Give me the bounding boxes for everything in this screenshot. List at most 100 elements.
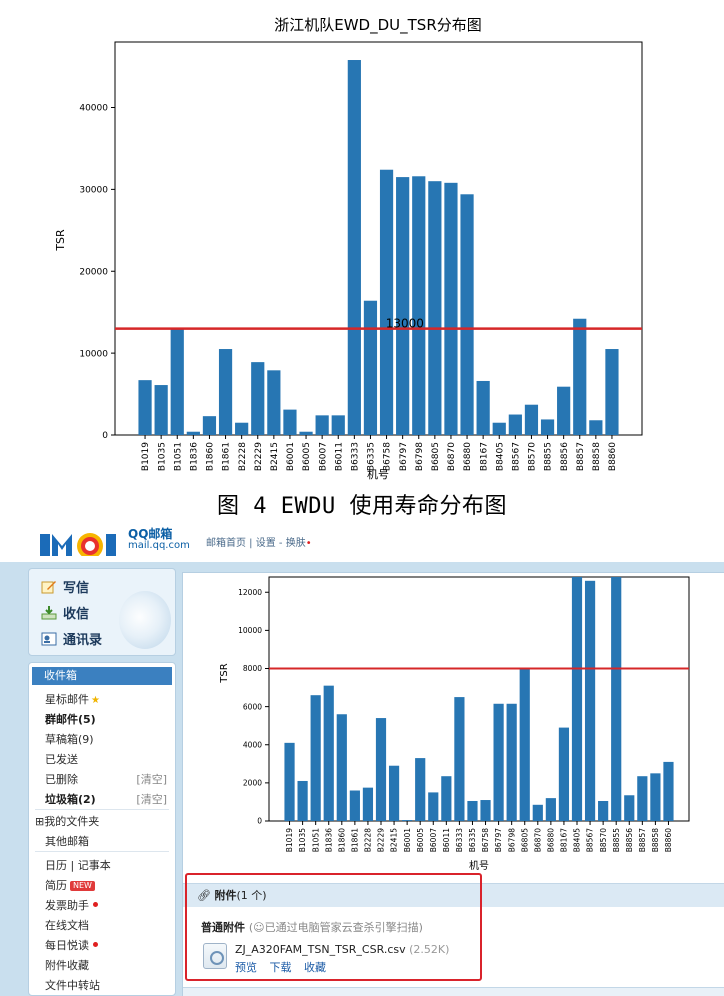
bar [170, 329, 184, 435]
sidebar-item-other-mailbox[interactable]: 其他邮箱 [45, 835, 89, 848]
bar [571, 577, 583, 821]
x-tick-label: B6007 [429, 828, 438, 852]
bar [492, 422, 506, 435]
bar [532, 804, 543, 821]
contacts-button[interactable]: 通讯录 [41, 629, 102, 648]
bar [138, 380, 152, 435]
x-tick-label: B6758 [481, 828, 490, 852]
qq-mail-window: QQ邮箱 mail.qq.com 邮箱首页 | 设置 - 换肤• 写信 收信 通… [0, 524, 724, 996]
receive-button[interactable]: 收信 [41, 603, 89, 622]
x-tick-label: B8858 [651, 828, 660, 852]
sidebar-item-spam[interactable]: 垃圾箱(2) [45, 793, 96, 806]
file-name[interactable]: ZJ_A320FAM_TSN_TSR_CSR.csv [235, 943, 406, 956]
bar [154, 385, 168, 435]
y-tick-label: 12000 [238, 588, 262, 597]
bar [598, 800, 609, 821]
y-tick-label: 30000 [79, 186, 108, 196]
attachment-file[interactable]: ZJ_A320FAM_TSN_TSR_CSR.csv (2.52K) [235, 943, 449, 956]
top-links-text[interactable]: 邮箱首页 | 设置 - 换肤 [206, 538, 306, 549]
sidebar-item-drafts[interactable]: 草稿箱(9) [45, 733, 94, 746]
scan-note: (☺已通过电脑管家云查杀引擎扫描) [248, 921, 423, 934]
bar [611, 577, 622, 821]
notification-dot-icon [93, 942, 98, 947]
bar [428, 181, 442, 435]
clear-deleted-link[interactable]: [清空] [136, 773, 167, 786]
bar [299, 431, 313, 435]
sidebar-item-starred[interactable]: 星标邮件 ★ [45, 691, 100, 707]
bar [310, 695, 321, 821]
bar [540, 419, 555, 435]
bar [584, 580, 596, 821]
penguin-mascot-icon [119, 591, 171, 649]
compose-button[interactable]: 写信 [41, 577, 89, 596]
sidebar-item-attachment-fav[interactable]: 附件收藏 [45, 959, 89, 972]
x-tick-label: B2228 [238, 442, 248, 471]
tsr-threshold-chart: 0 2000 4000 6000 8000 10000 12000 B1019 B1035 B1… [219, 576, 690, 872]
bar [519, 668, 530, 821]
x-tick-label: B8857 [576, 442, 586, 471]
bar [363, 300, 378, 435]
x-tick-label: B8860 [608, 442, 618, 471]
x-tick-label: B1860 [206, 442, 216, 471]
qq-mail-logo-icon[interactable] [40, 528, 124, 556]
x-tick-label: B2228 [364, 828, 373, 852]
file-size: (2.52K) [409, 943, 450, 956]
daily-label: 每日悦读 [45, 939, 89, 952]
sidebar-item-daily-read[interactable]: 每日悦读 [45, 937, 98, 953]
x-tick-label: B1051 [311, 828, 320, 852]
preview-link[interactable]: 预览 [235, 961, 257, 974]
sidebar-item-deleted[interactable]: 已删除 [45, 773, 78, 786]
x-axis-label: 机号 [469, 859, 489, 872]
y-tick-label: 20000 [79, 267, 108, 277]
attachment-actions: 预览 下载 收藏 [235, 959, 335, 975]
sidebar-item-online-docs[interactable]: 在线文档 [45, 919, 89, 932]
mail-header: QQ邮箱 mail.qq.com 邮箱首页 | 设置 - 换肤• [0, 524, 724, 560]
bar [467, 800, 478, 821]
sidebar-item-my-folders[interactable]: ⊞我的文件夹 [35, 815, 100, 828]
normal-attachment-label: 普通附件 (☺已通过电脑管家云查杀引擎扫描) [201, 919, 423, 935]
attachment-header: 🔗︎ 附件(1 个) [183, 883, 724, 907]
y-tick-label: 4000 [243, 740, 262, 749]
starred-label: 星标邮件 [45, 693, 89, 706]
bar [297, 780, 308, 821]
clear-spam-link[interactable]: [清空] [136, 793, 167, 806]
x-axis-label: 机号 [367, 467, 389, 480]
bar [283, 409, 297, 435]
x-tick-label: B6797 [494, 828, 503, 852]
bar [454, 697, 465, 821]
bar [480, 800, 491, 821]
bar [508, 414, 522, 435]
x-tick-label: B8405 [495, 442, 505, 471]
collect-link[interactable]: 收藏 [304, 961, 326, 974]
y-tick-label: 2000 [243, 779, 262, 788]
sidebar-item-calendar[interactable]: 日历 | 记事本 [45, 859, 111, 872]
csv-file-icon[interactable] [203, 943, 227, 969]
bar [460, 194, 474, 435]
sidebar-item-group[interactable]: 群邮件(5) [45, 713, 96, 726]
mail-content-pane: 0 2000 4000 6000 8000 10000 12000 B1019 B1035 B1… [182, 572, 724, 996]
bar [558, 727, 570, 821]
tsr-distribution-chart: 浙江机队EWD_DU_TSR分布图 010000200003000040000 … [54, 16, 643, 480]
download-link[interactable]: 下载 [269, 961, 292, 974]
x-tick-label: B1836 [324, 828, 333, 852]
top-links[interactable]: 邮箱首页 | 设置 - 换肤• [206, 534, 312, 549]
bar [624, 795, 635, 821]
x-tick-label: B6333 [351, 442, 361, 471]
sidebar-item-sent[interactable]: 已发送 [45, 753, 78, 766]
mail-body: 写信 收信 通讯录 收件箱 星标邮件 ★ 群邮件(5) 草稿箱(9) 已发送 已删… [0, 562, 724, 996]
sidebar-item-invoice[interactable]: 发票助手 [45, 897, 98, 913]
bar [375, 718, 387, 821]
sidebar-item-file-transfer[interactable]: 文件中转站 [45, 979, 100, 992]
bar [336, 714, 347, 821]
skin-dot-icon: • [305, 538, 312, 549]
download-arrow-icon [41, 605, 57, 619]
x-tick-label: B6005 [302, 442, 312, 471]
bar [379, 169, 394, 435]
x-tick-label: B6805 [431, 442, 441, 471]
sidebar-item-inbox[interactable]: 收件箱 [32, 667, 172, 685]
x-tick-label: B8860 [664, 828, 673, 852]
x-tick-label: B6335 [468, 828, 477, 852]
bar [444, 182, 458, 435]
sidebar-item-resume[interactable]: 简历 NEW [45, 877, 95, 893]
bar [218, 349, 233, 435]
